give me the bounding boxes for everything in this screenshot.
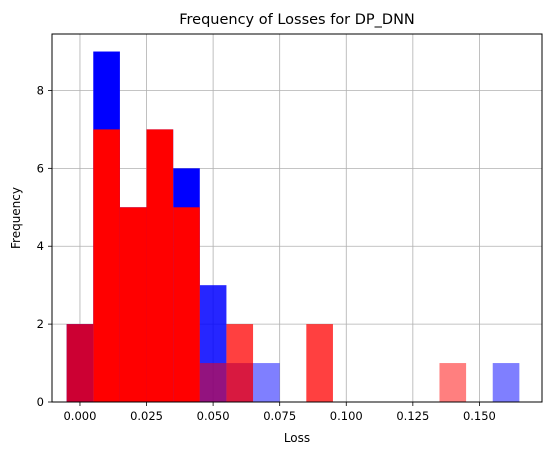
histogram-bar <box>199 363 227 402</box>
histogram-bar <box>93 129 120 402</box>
y-axis-label: Frequency <box>9 187 23 249</box>
y-tick-label: 2 <box>37 317 44 331</box>
x-axis-label: Loss <box>284 431 310 445</box>
x-tick-label: 0.150 <box>463 409 496 423</box>
histogram-bar <box>492 363 520 402</box>
x-tick-label: 0.100 <box>330 409 363 423</box>
histogram-bar <box>226 324 254 402</box>
histogram-bar <box>439 363 467 402</box>
x-tick-label: 0.075 <box>263 409 296 423</box>
x-tick-label: 0.000 <box>63 409 96 423</box>
histogram-bar <box>119 207 147 402</box>
plot-frame <box>51 33 543 403</box>
chart-title: Frequency of Losses for DP_DNN <box>179 12 415 28</box>
axis-ticks: 0.000 0.025 0.050 0.075 0.100 0.125 0.150 0 2 4 6 8 <box>37 83 496 423</box>
x-tick-label: 0.025 <box>130 409 163 423</box>
y-tick-label: 4 <box>37 239 44 253</box>
histogram-bar <box>306 324 333 402</box>
y-tick-label: 0 <box>37 395 44 409</box>
histogram-bar <box>253 363 280 402</box>
y-tick-label: 8 <box>37 83 44 97</box>
x-tick-label: 0.050 <box>197 409 230 423</box>
histogram-bar <box>173 207 200 402</box>
y-tick-label: 6 <box>37 161 44 175</box>
histogram-bar <box>66 324 94 402</box>
histogram-bars <box>66 51 520 403</box>
grid-lines <box>52 34 542 403</box>
histogram-bar <box>146 129 174 402</box>
x-tick-label: 0.125 <box>396 409 429 423</box>
